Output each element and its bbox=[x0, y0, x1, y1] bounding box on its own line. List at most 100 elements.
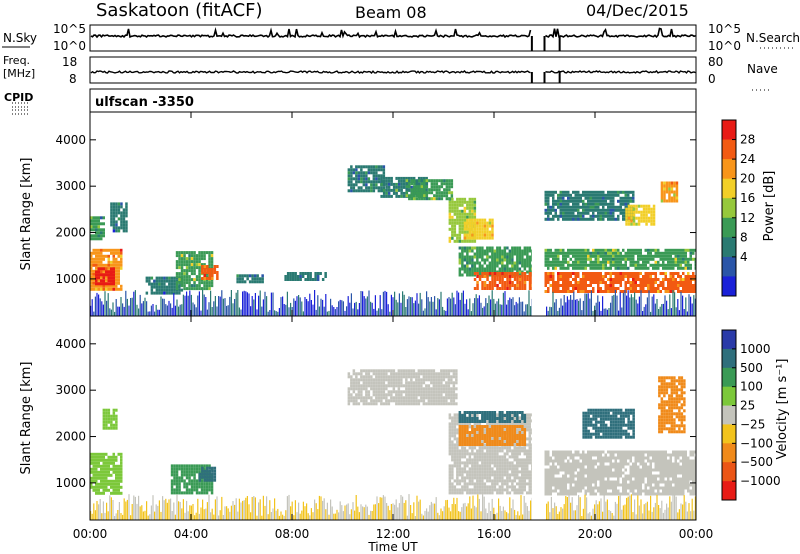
velocity-cell bbox=[518, 485, 521, 489]
velocity-cell bbox=[488, 443, 492, 446]
velocity-cell bbox=[102, 461, 105, 465]
velocity-cell bbox=[430, 387, 433, 391]
power-cell bbox=[503, 255, 507, 259]
velocity-cell bbox=[473, 461, 477, 465]
power-cell bbox=[443, 191, 446, 195]
power-cell bbox=[397, 188, 401, 192]
power-cell bbox=[360, 180, 363, 184]
velocity-cell bbox=[501, 455, 504, 459]
power-ground-scatter bbox=[478, 295, 480, 316]
velocity-cell bbox=[352, 384, 356, 388]
power-cell bbox=[92, 287, 95, 291]
velocity-cell bbox=[496, 467, 499, 471]
velocity-cell bbox=[461, 431, 464, 434]
power-cell bbox=[304, 278, 307, 281]
power-cell bbox=[511, 249, 514, 253]
power-cell bbox=[213, 271, 217, 274]
velocity-cell bbox=[456, 464, 459, 468]
power-cell bbox=[248, 274, 252, 278]
power-cell bbox=[594, 199, 597, 203]
velocity-cell bbox=[516, 428, 519, 432]
power-cell bbox=[498, 281, 502, 284]
power-cell bbox=[372, 189, 376, 193]
power-cell bbox=[614, 208, 617, 212]
power-ground-scatter bbox=[267, 311, 269, 316]
power-ground-scatter bbox=[366, 296, 368, 316]
velocity-cell bbox=[193, 470, 196, 474]
velocity-cell bbox=[448, 437, 452, 441]
power-cell bbox=[496, 249, 499, 253]
power-cell bbox=[604, 214, 607, 218]
velocity-cell bbox=[442, 390, 446, 394]
power-cell bbox=[614, 275, 617, 278]
power-cell bbox=[664, 278, 667, 281]
power-cell bbox=[357, 186, 361, 190]
power-cell bbox=[654, 275, 657, 278]
velocity-cell bbox=[476, 425, 479, 428]
power-ground-scatter bbox=[138, 308, 140, 316]
power-cell bbox=[125, 202, 128, 206]
velocity-cell bbox=[110, 482, 113, 486]
power-cell bbox=[486, 233, 489, 237]
velocity-cell bbox=[382, 372, 386, 376]
power-ground-scatter bbox=[349, 302, 351, 316]
velocity-cell bbox=[471, 420, 474, 423]
velocity-cell bbox=[521, 440, 524, 443]
power-ground-scatter bbox=[632, 297, 634, 316]
power-cell bbox=[547, 202, 550, 206]
power-cell bbox=[112, 223, 116, 227]
velocity-cell bbox=[365, 393, 368, 397]
power-cell bbox=[597, 263, 600, 267]
power-cell bbox=[665, 190, 669, 194]
velocity-cell bbox=[471, 476, 474, 480]
velocity-cell bbox=[102, 476, 105, 480]
power-cell bbox=[634, 260, 637, 264]
power-cell bbox=[198, 278, 201, 282]
power-cell bbox=[150, 285, 154, 289]
power-cell bbox=[672, 278, 675, 281]
power-cell bbox=[463, 239, 467, 243]
velocity-cell bbox=[400, 372, 403, 376]
power-cell bbox=[552, 205, 555, 209]
velocity-cell bbox=[521, 422, 524, 426]
power-cell bbox=[468, 197, 472, 201]
velocity-cell bbox=[372, 402, 376, 406]
velocity-cell bbox=[387, 384, 391, 388]
power-cell bbox=[488, 221, 492, 225]
power-cell bbox=[544, 251, 547, 255]
power-cell bbox=[629, 251, 632, 255]
velocity-cell bbox=[100, 485, 103, 489]
power-cell bbox=[90, 269, 93, 273]
power-cell bbox=[486, 272, 489, 275]
velocity-cell bbox=[190, 482, 194, 486]
velocity-cell bbox=[468, 422, 472, 426]
power-cell bbox=[644, 254, 647, 258]
power-cell bbox=[544, 275, 547, 278]
power-ground-scatter bbox=[418, 303, 420, 316]
velocity-cell bbox=[448, 443, 452, 447]
power-cell bbox=[463, 270, 467, 274]
velocity-cell bbox=[452, 372, 456, 376]
power-cell bbox=[458, 261, 462, 265]
velocity-cell bbox=[355, 402, 358, 406]
power-cell bbox=[443, 194, 446, 198]
velocity-cell bbox=[483, 443, 487, 447]
power-cell bbox=[491, 230, 494, 234]
velocity-cell bbox=[471, 473, 474, 477]
power-cell bbox=[667, 290, 670, 293]
power-cell bbox=[107, 282, 110, 286]
power-cell bbox=[652, 290, 655, 293]
velocity-cell bbox=[425, 390, 428, 394]
power-cell bbox=[657, 278, 660, 281]
velocity-cell bbox=[185, 470, 189, 474]
power-cell bbox=[180, 263, 184, 267]
velocity-cell bbox=[486, 443, 489, 446]
power-cell bbox=[617, 281, 620, 284]
noise-trace bbox=[90, 27, 696, 51]
velocity-cell bbox=[410, 375, 413, 379]
power-cell bbox=[632, 251, 635, 255]
power-cell bbox=[170, 279, 174, 283]
power-cell bbox=[350, 180, 353, 184]
velocity-cell bbox=[496, 422, 499, 426]
velocity-cell bbox=[107, 479, 110, 483]
